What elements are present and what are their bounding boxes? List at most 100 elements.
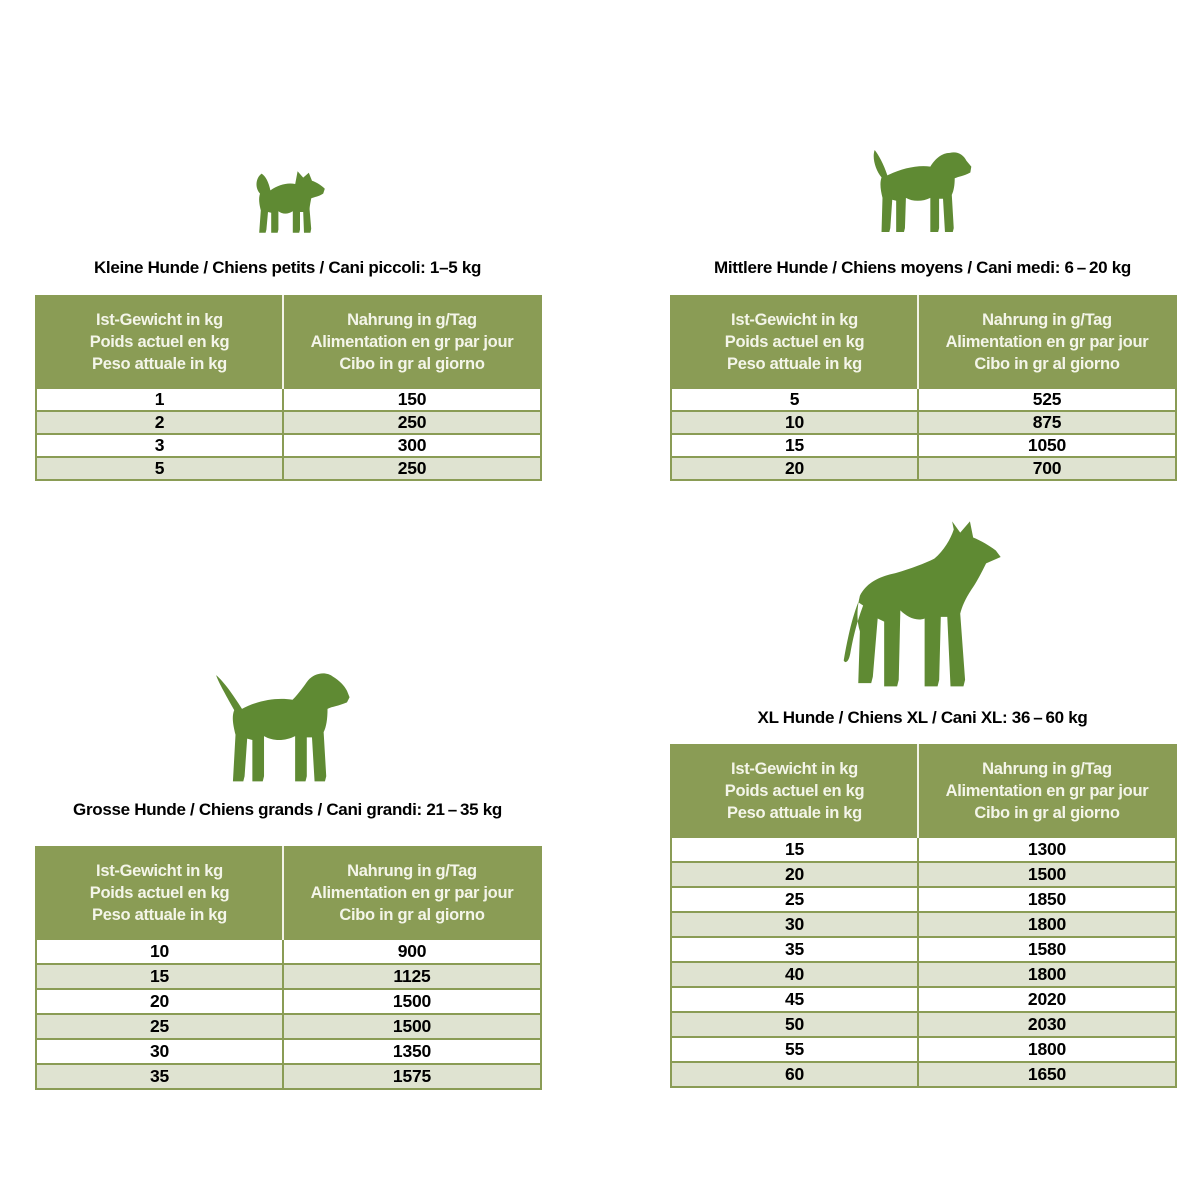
food-cell: 1650 (917, 1061, 1177, 1088)
weight-cell: 40 (670, 961, 919, 988)
weight-header-cell: Ist-Gewicht in kg Poids actuel en kg Pes… (36, 296, 283, 388)
weight-header-cell: Ist-Gewicht in kg Poids actuel en kg Pes… (36, 847, 283, 939)
food-cell: 1580 (917, 936, 1177, 963)
food-header-cell: Nahrung in g/Tag Alimentation en gr par … (917, 296, 1176, 388)
weight-header-cell: Ist-Gewicht in kg Poids actuel en kg Pes… (671, 296, 918, 388)
weight-cell: 45 (670, 986, 919, 1013)
food-cell: 875 (917, 410, 1177, 435)
food-cell: 1350 (282, 1038, 542, 1065)
header-line: Poids actuel en kg (89, 333, 230, 351)
table-row: 25 1850 (670, 886, 1177, 913)
large-dog-icon (215, 673, 350, 782)
header-line: Poids actuel en kg (89, 884, 230, 902)
weight-cell: 50 (670, 1011, 919, 1038)
small-dog-figure (35, 162, 540, 240)
section-title-xl: XL Hunde / Chiens XL / Cani XL: 36 – 60 … (757, 708, 1088, 727)
section-title-small: Kleine Hunde / Chiens petits / Cani picc… (93, 258, 482, 277)
food-cell: 1800 (917, 911, 1177, 938)
medium-dog-icon (873, 150, 971, 232)
weight-cell: 15 (35, 963, 284, 990)
food-cell: 1125 (282, 963, 542, 990)
table-row: 10 875 (670, 410, 1177, 435)
table-row: 20 700 (670, 456, 1177, 481)
food-cell: 1500 (917, 861, 1177, 888)
table-row: 3 300 (35, 433, 542, 458)
xl-dog-icon (843, 521, 1001, 687)
header-line: Nahrung in g/Tag (982, 760, 1112, 778)
header-line: Cibo in gr al giorno (339, 355, 485, 373)
food-header-cell: Nahrung in g/Tag Alimentation en gr par … (282, 847, 541, 939)
table-row: 15 1300 (670, 836, 1177, 863)
header-line: Ist-Gewicht in kg (96, 311, 223, 329)
table-row: 35 1580 (670, 936, 1177, 963)
header-line: Cibo in gr al giorno (974, 804, 1120, 822)
food-cell: 700 (917, 456, 1177, 481)
food-cell: 1050 (917, 433, 1177, 458)
table-head: Ist-Gewicht in kg Poids actuel en kg Pes… (36, 847, 541, 939)
food-cell: 525 (917, 387, 1177, 412)
header-line: Poids actuel en kg (724, 333, 865, 351)
table-row: 20 1500 (670, 861, 1177, 888)
weight-cell: 20 (670, 456, 919, 481)
header-line: Alimentation en gr par jour (945, 333, 1149, 351)
food-cell: 150 (282, 387, 542, 412)
food-cell: 1300 (917, 836, 1177, 863)
food-cell: 900 (282, 938, 542, 965)
feeding-table-medium: Ist-Gewicht in kg Poids actuel en kg Pes… (670, 295, 1177, 481)
table-row: 25 1500 (35, 1013, 542, 1040)
weight-cell: 2 (35, 410, 284, 435)
header-row: Ist-Gewicht in kg Poids actuel en kg Pes… (36, 296, 541, 388)
weight-cell: 5 (670, 387, 919, 412)
table-row: 30 1800 (670, 911, 1177, 938)
food-cell: 2030 (917, 1011, 1177, 1038)
header-line: Peso attuale in kg (727, 804, 862, 822)
header-line: Peso attuale in kg (92, 355, 227, 373)
weight-cell: 20 (670, 861, 919, 888)
weight-cell: 30 (670, 911, 919, 938)
table-head: Ist-Gewicht in kg Poids actuel en kg Pes… (671, 745, 1176, 837)
section-title-large: Grosse Hunde / Chiens grands / Cani gran… (73, 800, 502, 819)
weight-cell: 25 (35, 1013, 284, 1040)
header-line: Nahrung in g/Tag (982, 311, 1112, 329)
food-cell: 2020 (917, 986, 1177, 1013)
small-dog-icon (256, 171, 325, 233)
food-header-cell: Nahrung in g/Tag Alimentation en gr par … (282, 296, 541, 388)
table-row: 40 1800 (670, 961, 1177, 988)
table-row: 1 150 (35, 387, 542, 412)
food-header-cell: Nahrung in g/Tag Alimentation en gr par … (917, 745, 1176, 837)
section-title-medium: Mittlere Hunde / Chiens moyens / Cani me… (714, 258, 1131, 277)
weight-header-cell: Ist-Gewicht in kg Poids actuel en kg Pes… (671, 745, 918, 837)
weight-cell: 10 (35, 938, 284, 965)
weight-cell: 25 (670, 886, 919, 913)
feeding-table-xl: Ist-Gewicht in kg Poids actuel en kg Pes… (670, 744, 1177, 1088)
xl-dog-figure (670, 516, 1175, 693)
food-cell: 1850 (917, 886, 1177, 913)
weight-cell: 15 (670, 836, 919, 863)
weight-cell: 35 (670, 936, 919, 963)
food-cell: 1500 (282, 1013, 542, 1040)
header-line: Nahrung in g/Tag (347, 862, 477, 880)
table-row: 2 250 (35, 410, 542, 435)
table-row: 60 1650 (670, 1061, 1177, 1088)
header-line: Nahrung in g/Tag (347, 311, 477, 329)
header-line: Alimentation en gr par jour (945, 782, 1149, 800)
header-line: Peso attuale in kg (727, 355, 862, 373)
medium-dog-figure (670, 143, 1175, 240)
header-line: Cibo in gr al giorno (339, 906, 485, 924)
feeding-table-small: Ist-Gewicht in kg Poids actuel en kg Pes… (35, 295, 542, 481)
header-row: Ist-Gewicht in kg Poids actuel en kg Pes… (671, 745, 1176, 837)
weight-cell: 20 (35, 988, 284, 1015)
food-cell: 1575 (282, 1063, 542, 1090)
header-line: Ist-Gewicht in kg (731, 311, 858, 329)
header-line: Alimentation en gr par jour (310, 333, 514, 351)
weight-cell: 5 (35, 456, 284, 481)
food-cell: 250 (282, 410, 542, 435)
table-row: 30 1350 (35, 1038, 542, 1065)
food-cell: 1800 (917, 961, 1177, 988)
table-row: 15 1125 (35, 963, 542, 990)
table-row: 5 525 (670, 387, 1177, 412)
header-line: Ist-Gewicht in kg (731, 760, 858, 778)
weight-cell: 10 (670, 410, 919, 435)
table-row: 45 2020 (670, 986, 1177, 1013)
table-row: 50 2030 (670, 1011, 1177, 1038)
